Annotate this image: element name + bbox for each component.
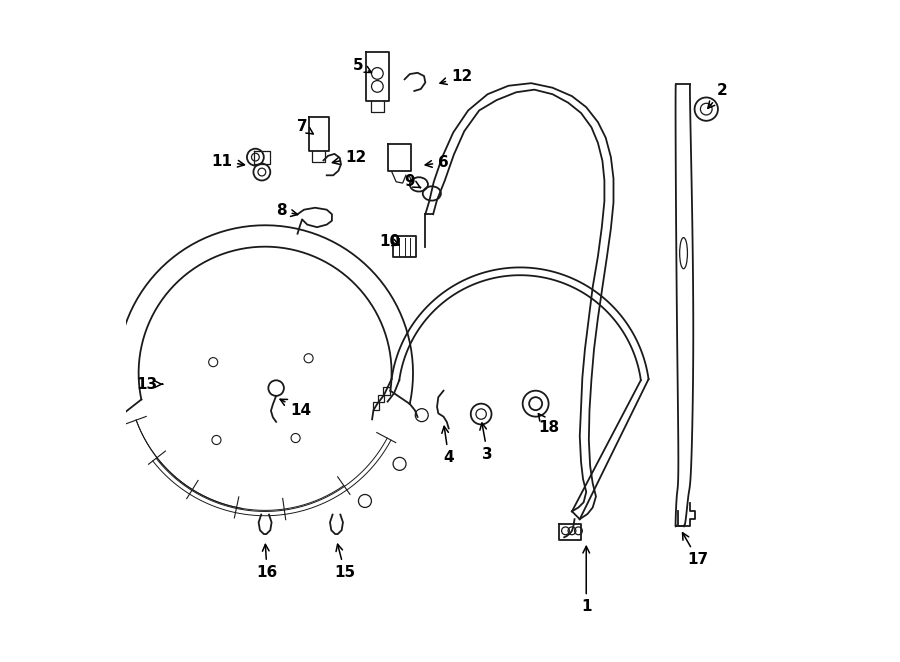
Text: 10: 10 bbox=[380, 234, 400, 249]
Text: 18: 18 bbox=[538, 414, 559, 434]
Text: 9: 9 bbox=[404, 174, 420, 189]
Text: 3: 3 bbox=[480, 423, 493, 462]
Text: 14: 14 bbox=[280, 399, 311, 418]
Text: 13: 13 bbox=[136, 377, 163, 392]
Text: 6: 6 bbox=[425, 155, 449, 170]
Text: 15: 15 bbox=[334, 544, 356, 580]
Text: 17: 17 bbox=[682, 533, 708, 567]
Bar bbox=[378, 395, 384, 402]
Text: 11: 11 bbox=[212, 154, 245, 169]
Text: 2: 2 bbox=[708, 83, 728, 109]
Text: 12: 12 bbox=[440, 70, 472, 85]
Text: 16: 16 bbox=[256, 544, 278, 580]
Text: 1: 1 bbox=[581, 546, 591, 614]
Text: 8: 8 bbox=[276, 203, 298, 218]
Bar bbox=[373, 402, 379, 410]
Text: 5: 5 bbox=[353, 58, 372, 73]
Text: 12: 12 bbox=[332, 150, 366, 165]
Text: 4: 4 bbox=[442, 426, 454, 465]
Text: 7: 7 bbox=[297, 119, 313, 134]
Bar bbox=[383, 387, 390, 395]
